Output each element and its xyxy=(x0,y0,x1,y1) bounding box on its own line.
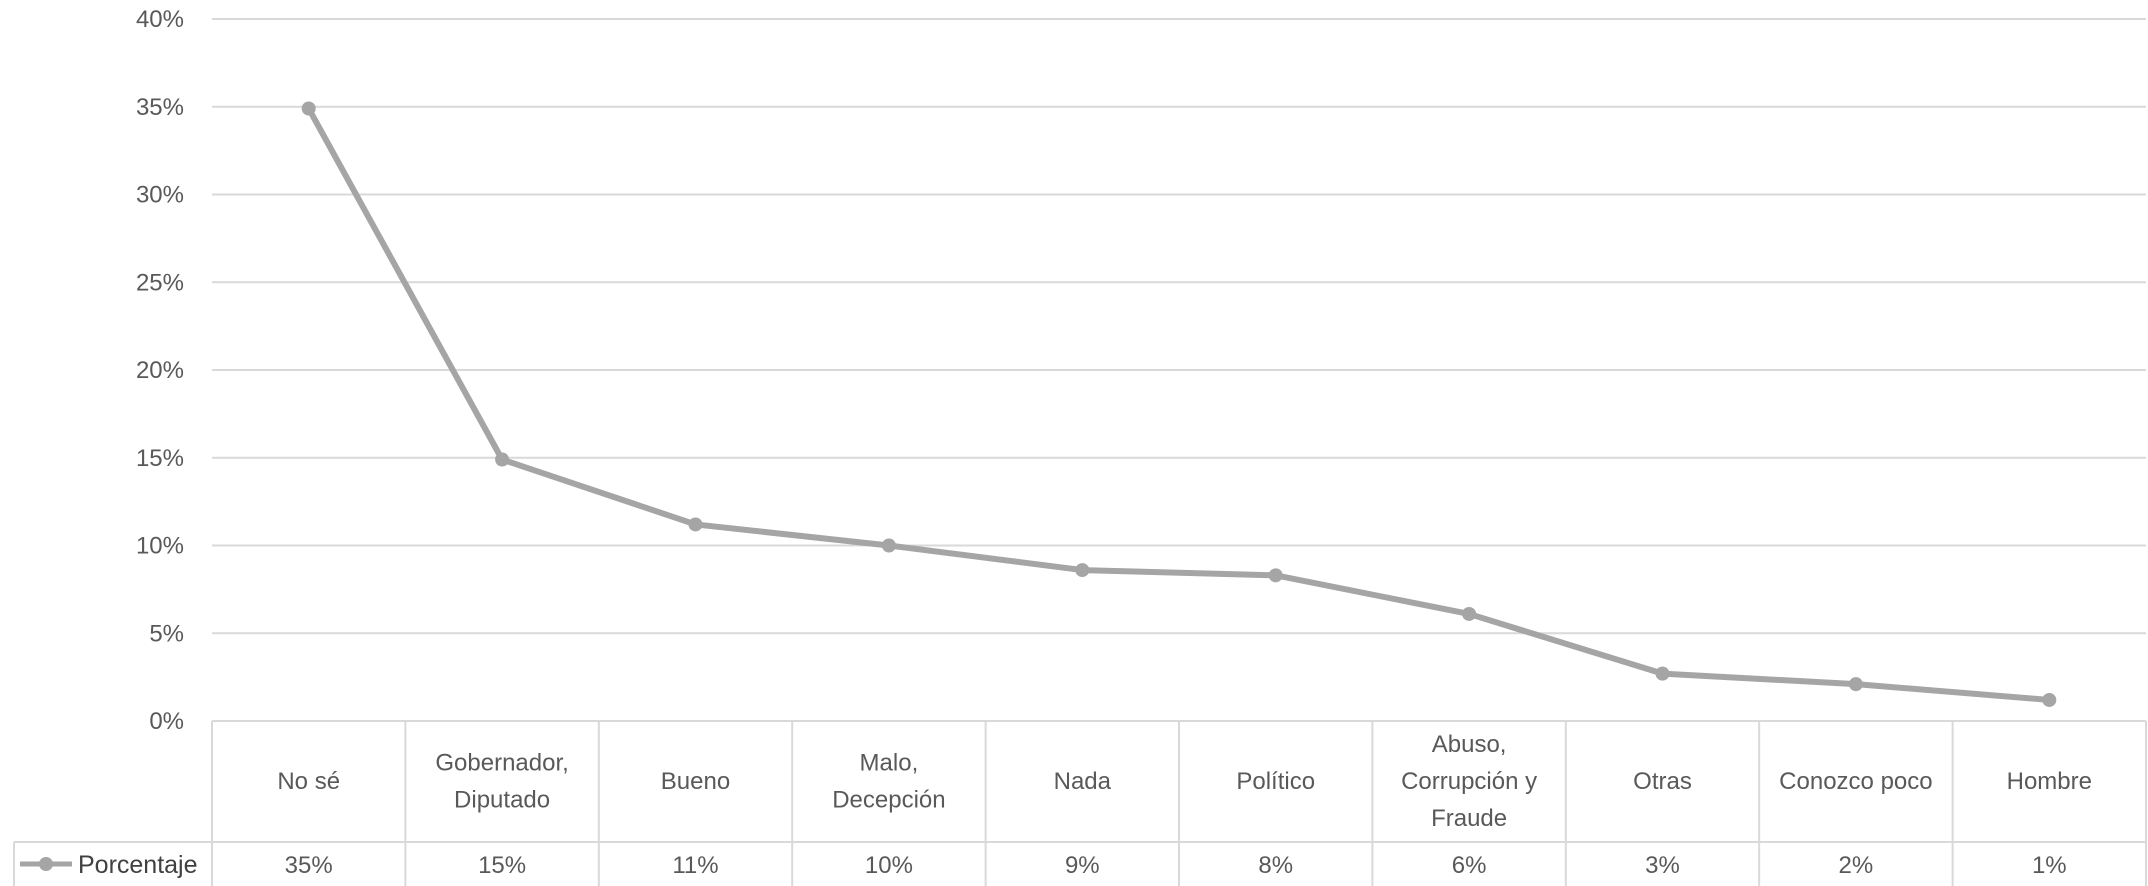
category-label: Otras xyxy=(1633,768,1692,795)
table-value: 3% xyxy=(1645,852,1680,879)
category-label: Fraude xyxy=(1431,805,1507,832)
category-label: Bueno xyxy=(661,768,730,795)
category-label: Hombre xyxy=(2007,768,2092,795)
legend: Porcentaje xyxy=(20,851,198,879)
table-value: 6% xyxy=(1452,852,1487,879)
table-value: 1% xyxy=(2032,852,2067,879)
data-point xyxy=(1462,606,1477,621)
y-tick-label: 30% xyxy=(136,182,184,209)
data-point xyxy=(1655,666,1670,681)
data-point xyxy=(881,538,896,553)
series-porcentaje xyxy=(301,101,2057,707)
table-value: 10% xyxy=(865,852,913,879)
category-label: Diputado xyxy=(454,787,550,814)
gridlines xyxy=(212,18,2146,635)
category-label: Político xyxy=(1236,768,1315,795)
y-tick-label: 20% xyxy=(136,357,184,384)
data-point xyxy=(1075,563,1090,578)
y-tick-label: 5% xyxy=(149,620,184,647)
y-tick-label: 15% xyxy=(136,445,184,472)
category-label: Gobernador, xyxy=(435,750,568,777)
table-value: 9% xyxy=(1065,852,1100,879)
category-label: No sé xyxy=(277,768,340,795)
data-point xyxy=(301,101,316,116)
y-tick-label: 40% xyxy=(136,6,184,33)
category-label: Decepción xyxy=(832,787,945,814)
y-tick-label: 0% xyxy=(149,708,184,735)
data-point xyxy=(495,452,510,467)
data-point xyxy=(688,517,703,532)
table-value: 15% xyxy=(478,852,526,879)
category-label: Nada xyxy=(1054,768,1112,795)
category-label: Corrupción y xyxy=(1401,768,1537,795)
table-value: 11% xyxy=(672,852,718,879)
category-label: Abuso, xyxy=(1432,731,1507,758)
table-value: 8% xyxy=(1258,852,1293,879)
y-tick-label: 35% xyxy=(136,94,184,121)
data-point xyxy=(2042,692,2057,707)
category-label: Conozco poco xyxy=(1779,768,1932,795)
y-axis-ticks: 0% 5% 10% 15% 20% 25% 30% 35% 40% xyxy=(136,6,184,735)
y-tick-label: 25% xyxy=(136,269,184,296)
data-point xyxy=(1848,677,1863,692)
table-value: 2% xyxy=(1839,852,1874,879)
legend-series-label: Porcentaje xyxy=(78,851,198,879)
legend-marker-swatch xyxy=(39,857,53,871)
y-tick-label: 10% xyxy=(136,533,184,560)
series-line xyxy=(305,105,2053,703)
data-point xyxy=(1268,568,1283,583)
data-table: No sé 35% Gobernador, Diputado 15% Bueno 11% Ma… xyxy=(13,720,2147,886)
table-value: 35% xyxy=(285,852,333,879)
category-label: Malo, xyxy=(860,750,919,777)
